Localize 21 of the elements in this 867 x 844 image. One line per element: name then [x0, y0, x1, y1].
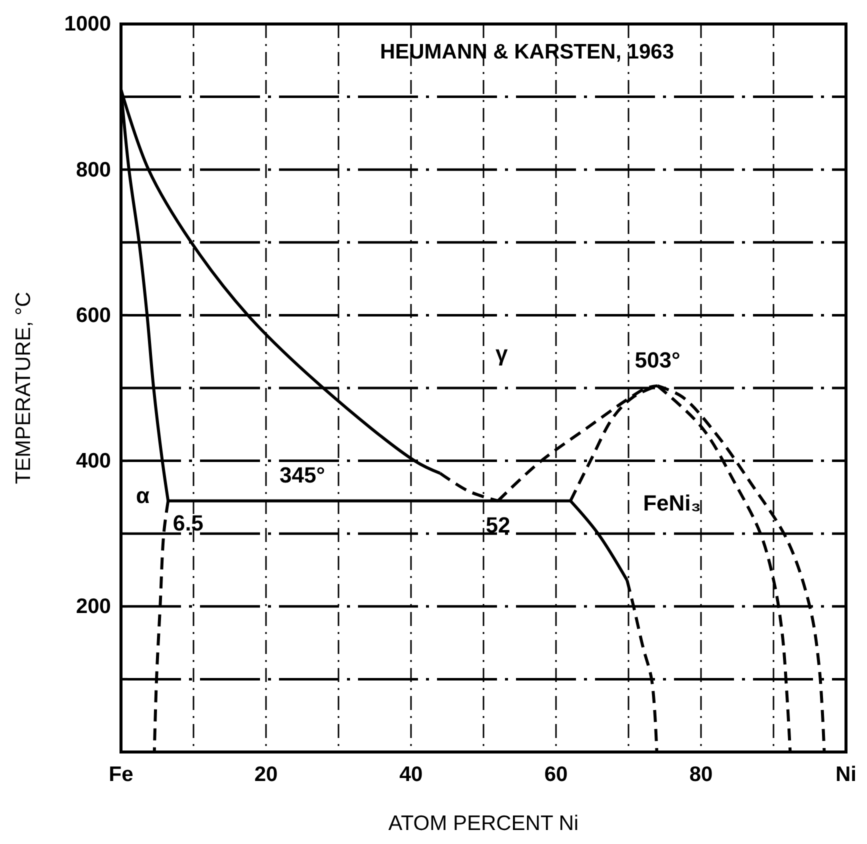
annotation: α [136, 483, 150, 508]
x-tick-label: 80 [689, 762, 713, 786]
annotation: γ [496, 341, 508, 366]
y-tick-label: 400 [76, 450, 111, 473]
y-tick-label: 600 [76, 304, 111, 327]
y-tick-label: 200 [76, 595, 111, 618]
annotation: 6.5 [172, 510, 204, 536]
y-axis-title: TEMPERATURE, °C [12, 292, 35, 484]
y-tick-label: 800 [76, 158, 111, 182]
x-axis-title: ATOM PERCENT Ni [388, 812, 579, 835]
annotation: 503° [634, 348, 680, 373]
annotation: FeNi₃ [643, 490, 701, 516]
y-tick-label: 1000 [64, 12, 111, 36]
annotation: HEUMANN & KARSTEN, 1963 [380, 40, 674, 64]
x-tick-label: Ni [836, 762, 856, 786]
x-tick-label: Fe [108, 762, 134, 786]
x-tick-label: 60 [544, 762, 568, 786]
annotation: 52 [486, 512, 510, 538]
x-tick-label: 20 [254, 762, 278, 786]
annotation: 345° [279, 462, 326, 488]
x-tick-label: 40 [399, 762, 423, 786]
